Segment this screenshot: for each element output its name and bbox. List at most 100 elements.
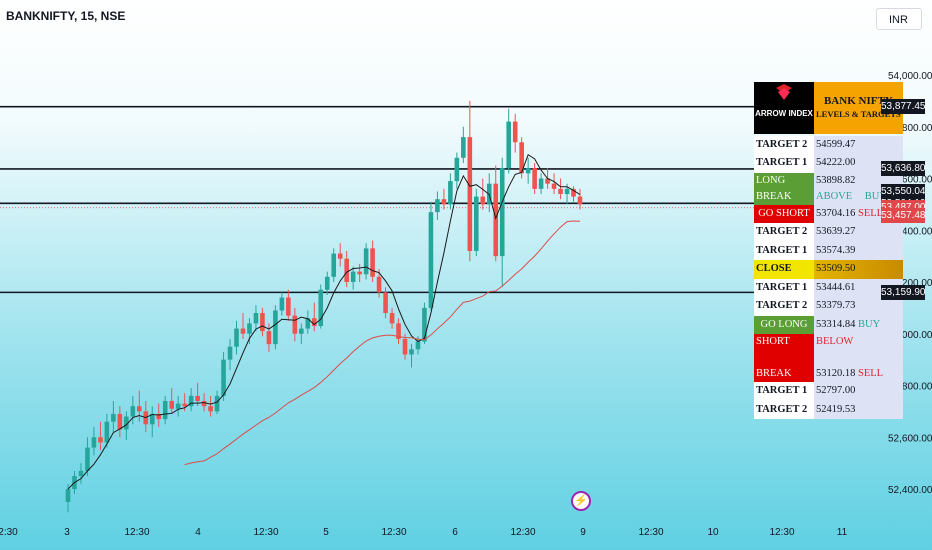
candle-body	[78, 470, 84, 477]
candle-body	[292, 315, 298, 334]
candle-body	[253, 313, 259, 324]
candle-body	[448, 181, 453, 205]
y-tick-label: 53,600.00	[888, 175, 932, 186]
candle-body	[506, 121, 512, 169]
row-value: 52419.53	[814, 400, 903, 419]
candle-body	[234, 328, 239, 347]
candle-body	[357, 271, 362, 275]
candle-body	[260, 313, 265, 332]
candle-body	[461, 137, 466, 158]
candle-body	[247, 323, 252, 334]
candle-body	[208, 406, 213, 412]
x-tick-label: 10	[707, 527, 719, 538]
x-tick-label: 4	[195, 527, 201, 538]
candle-body	[149, 413, 155, 425]
row-label: TARGET 1	[754, 241, 814, 260]
candle-body	[525, 168, 531, 174]
x-tick-label: 12:30	[253, 527, 278, 538]
x-tick-label: 9	[580, 527, 586, 538]
candle-body	[117, 413, 123, 430]
candle-body	[435, 199, 440, 213]
candle-body	[240, 328, 246, 334]
candle-body	[324, 276, 330, 290]
short-break-label: SHORT BREAK	[754, 334, 814, 382]
table-title-text: BANK NIFTY	[823, 94, 893, 107]
candle-body	[363, 248, 369, 275]
candle-body	[396, 323, 401, 339]
lightning-icon[interactable]: ⚡	[571, 491, 591, 511]
arrow-index-logo: ARROW INDEX	[754, 82, 814, 134]
go-long-label: GO LONG	[754, 315, 814, 334]
candle-body	[182, 403, 187, 407]
candle-body	[499, 168, 505, 257]
logo-text: ARROW INDEX	[755, 109, 813, 118]
candle-body	[195, 395, 200, 402]
x-tick-label: 3	[64, 527, 70, 538]
candle-body	[104, 421, 110, 443]
row-value: 53574.39	[814, 241, 903, 260]
candle-body	[415, 341, 421, 350]
candle-body	[428, 212, 434, 308]
candle-body	[564, 188, 570, 195]
go-short-label: GO SHORT	[754, 204, 814, 223]
row-value: 54599.47	[814, 135, 903, 154]
candle-body	[305, 318, 311, 329]
candle-body	[402, 338, 408, 355]
row-label: TARGET 1	[754, 154, 814, 173]
candle-body	[493, 183, 499, 257]
row-value: 53639.27	[814, 223, 903, 242]
candle-body	[130, 406, 136, 417]
candle-body	[279, 297, 285, 311]
y-tick-label: 53,200.00	[888, 278, 932, 289]
candle-body	[454, 157, 460, 182]
table-subtitle: LEVELS & TARGETS	[816, 108, 901, 119]
x-tick-label: 12:30	[510, 527, 535, 538]
go-short-value: 53704.16 SELL	[814, 204, 903, 223]
price-tag: 53,159.90	[881, 284, 926, 300]
candle-body	[545, 178, 550, 184]
y-tick-label: 52,400.00	[888, 485, 932, 496]
short-break-value: BELOW 53120.18 SELL	[814, 334, 903, 382]
go-long-value: 53314.84 BUY	[814, 315, 903, 334]
close-value: 53509.50	[814, 260, 903, 279]
row-label: TARGET 1	[754, 382, 814, 401]
candle-body	[512, 121, 518, 143]
candle-body	[519, 142, 524, 174]
levels-table: ARROW INDEX BANK NIFTY LEVELS & TARGETS …	[754, 82, 903, 419]
x-tick-label: 12:30	[769, 527, 794, 538]
candle-body	[175, 403, 181, 409]
candle-body	[389, 313, 395, 324]
y-tick-label: 53,000.00	[888, 330, 932, 341]
candle-body	[266, 331, 272, 345]
candle-body	[227, 346, 233, 360]
x-tick-label: 5	[323, 527, 329, 538]
candle-body	[221, 359, 226, 396]
currency-selector[interactable]: INR	[876, 8, 922, 30]
candle-body	[65, 489, 71, 502]
fast-ma-line	[67, 153, 581, 490]
candle-body	[467, 137, 473, 251]
x-tick-label: 12:30	[638, 527, 663, 538]
candle-body	[422, 307, 427, 342]
candle-body	[188, 395, 194, 407]
price-tag: 53,877.45	[881, 99, 926, 115]
x-tick-label: 12:30	[381, 527, 406, 538]
y-tick-label: 52,600.00	[888, 433, 932, 444]
x-tick-label: 12:30	[124, 527, 149, 538]
candle-body	[111, 413, 116, 422]
candle-body	[480, 196, 486, 205]
candle-body	[273, 310, 278, 345]
price-tag: 53,550.04	[881, 183, 926, 199]
row-value: 53444.61	[814, 278, 903, 297]
candle-body	[538, 178, 544, 189]
row-value: 54222.00	[814, 154, 903, 173]
x-tick-label: 11	[837, 527, 848, 538]
close-label: CLOSE	[754, 260, 814, 279]
y-tick-label: 53,400.00	[888, 226, 932, 237]
x-tick-label: 2:30	[0, 527, 18, 538]
row-label: TARGET 2	[754, 297, 814, 316]
row-label: TARGET 2	[754, 223, 814, 242]
candle-body	[441, 199, 447, 205]
long-break-label: LONG BREAK	[754, 172, 814, 205]
